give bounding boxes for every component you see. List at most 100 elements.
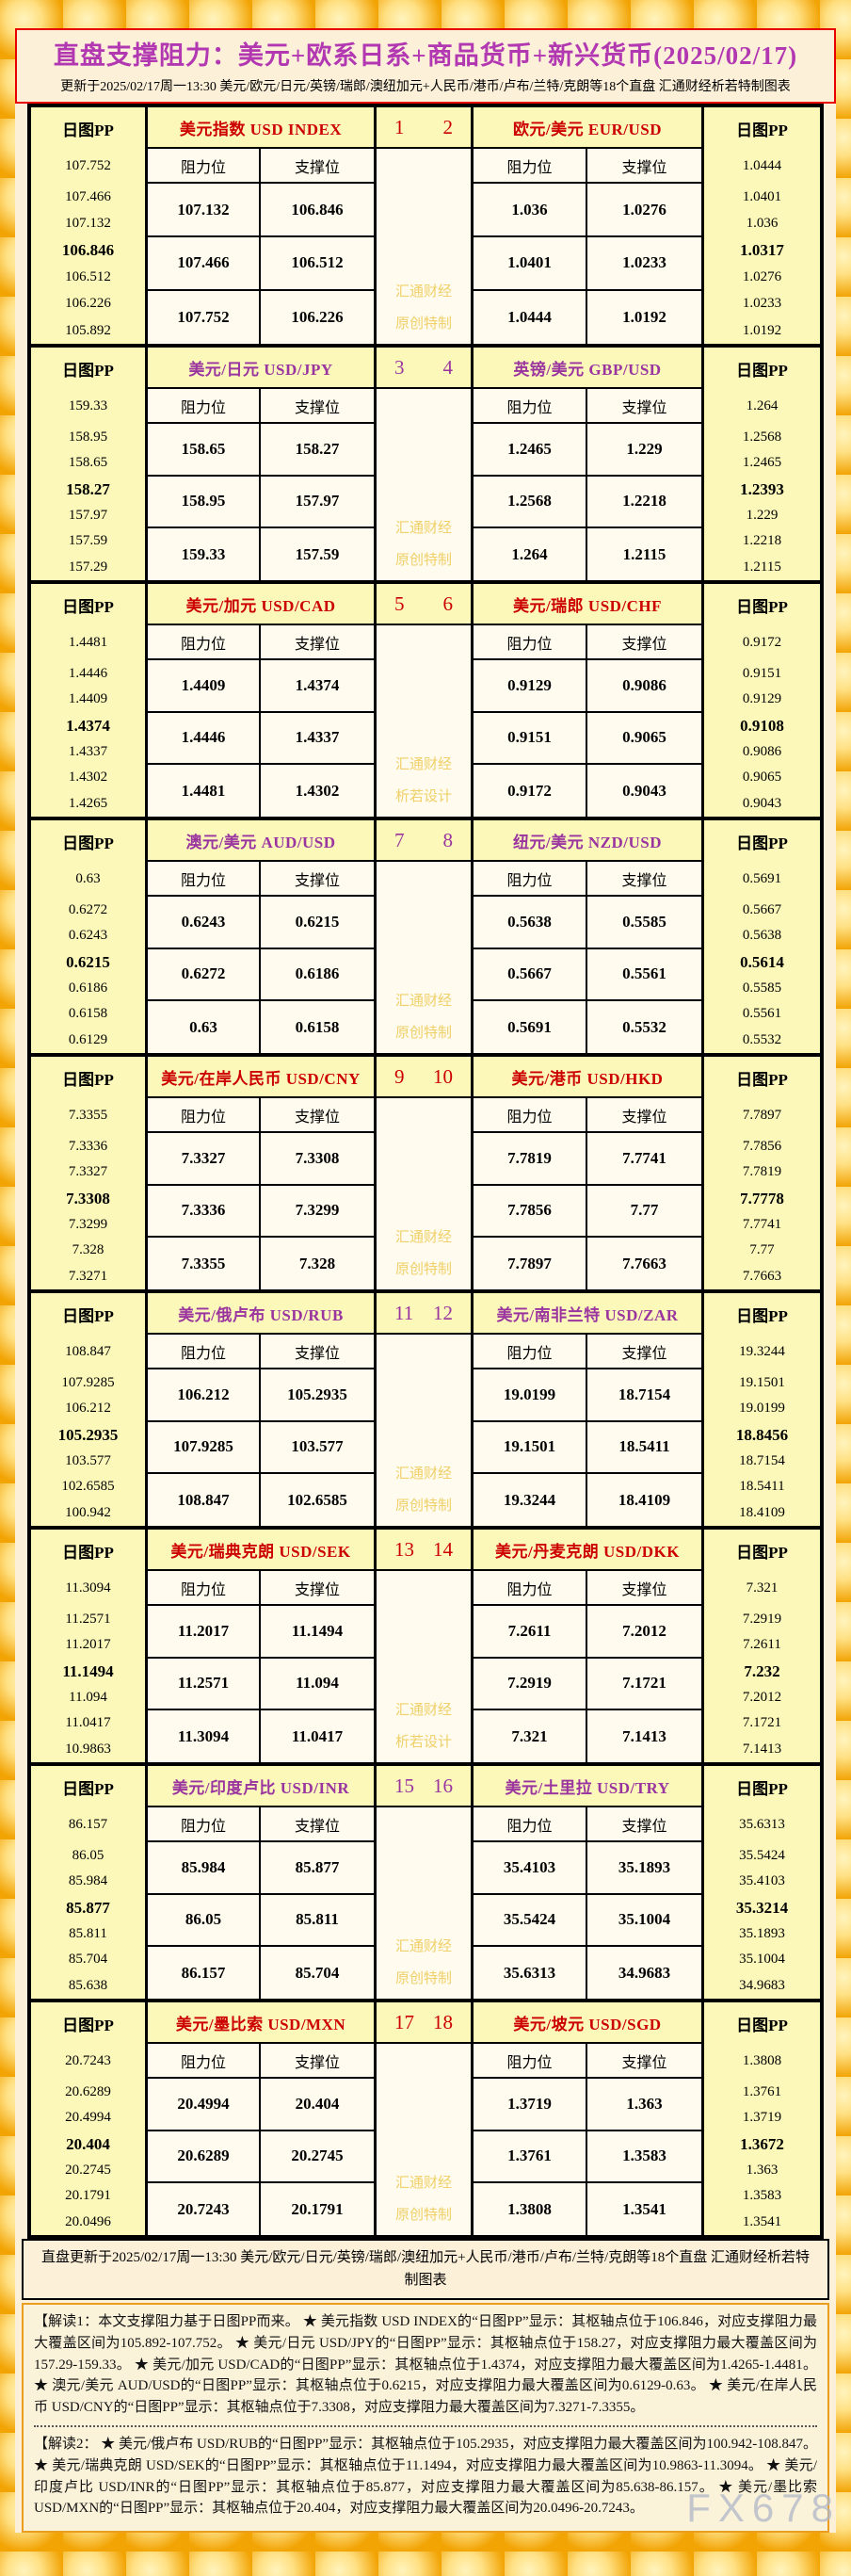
support-value: 18.7154: [587, 1369, 701, 1422]
pair-numbers: 13 14: [377, 1530, 471, 1572]
pair-name: 美元/加元 USD/CAD: [148, 584, 374, 626]
pp-value: 7.3336: [68, 1138, 108, 1154]
pp-value-pivot: 0.6215: [66, 952, 110, 971]
pp-value: 0.6158: [68, 1006, 108, 1022]
pp-header: 日图PP: [736, 1543, 788, 1562]
pp-value: 1.264: [746, 398, 779, 414]
pair-table-right: 纽元/美元 NZD/USD 阻力位 支撑位 0.5638 0.5585 0.5667 0.5…: [471, 820, 701, 1054]
pair-table-right: 美元/丹麦克朗 USD/DKK 阻力位 支撑位 7.2611 7.2012 7.2919 7…: [471, 1530, 701, 1763]
pp-header: 日图PP: [736, 2016, 788, 2034]
pair-name: 英镑/美元 GBP/USD: [474, 348, 701, 390]
watermark-line2: 原创特制: [394, 2208, 452, 2224]
pp-value: 157.97: [68, 507, 108, 523]
support-label: 支撑位: [587, 389, 701, 425]
support-value: 1.4302: [295, 781, 340, 800]
resistance-value: 0.63: [148, 1001, 261, 1054]
pp-header: 日图PP: [736, 597, 788, 616]
brand-watermark: 汇通财经 原创特制: [377, 1807, 471, 1999]
pair-table-left: 美元指数 USD INDEX 阻力位 支撑位 107.132 106.846 107.46…: [145, 107, 374, 345]
support-value: 20.404: [261, 2079, 374, 2131]
pp-value: 0.5667: [742, 901, 782, 917]
support-value: 7.1413: [622, 1726, 666, 1745]
pp-value: 1.3761: [742, 2083, 782, 2099]
footer-update-note: 直盘更新于2025/02/17周一13:30 美元/欧元/日元/英镑/瑞郎/澳纽…: [22, 2239, 829, 2300]
pair-number-right: 18: [433, 2010, 453, 2033]
pp-value: 0.6129: [68, 1032, 108, 1048]
pp-value: 85.638: [68, 1978, 108, 1994]
pp-value-pivot: 0.9108: [740, 716, 784, 735]
pp-value: 20.7243: [65, 2053, 111, 2069]
pp-value: 85.811: [69, 1925, 107, 1941]
resistance-value: 19.1501: [474, 1421, 587, 1475]
support-value: 1.0233: [587, 237, 701, 291]
pp-value: 11.2571: [65, 1611, 111, 1627]
pp-column-left: 日图PP 7.3355 7.3336 7.3327 7.3308 7.3299 7.328 7…: [31, 1057, 145, 1290]
support-label: 支撑位: [587, 625, 701, 661]
pp-value: 1.036: [746, 216, 779, 232]
resistance-value: 0.5691: [474, 1001, 587, 1054]
pp-value: 106.512: [65, 269, 111, 285]
watermark-line2: 原创特制: [394, 1499, 452, 1515]
support-value: 0.9065: [587, 713, 701, 766]
pp-value: 34.9683: [739, 1978, 785, 1994]
pair-table-left: 美元/在岸人民币 USD/CNY 阻力位 支撑位 7.3327 7.3308 7.3336…: [145, 1057, 374, 1290]
pp-column-left: 日图PP 11.3094 11.2571 11.2017 11.1494 11.094 11…: [31, 1530, 145, 1763]
pp-value: 18.7154: [739, 1452, 785, 1468]
resistance-label: 阻力位: [148, 1571, 261, 1607]
pp-value: 7.7819: [742, 1164, 782, 1180]
pp-value: 85.704: [68, 1952, 108, 1968]
support-value: 7.3299: [261, 1186, 374, 1239]
pp-value: 1.3808: [742, 2053, 782, 2069]
support-value: 157.97: [261, 477, 374, 529]
pp-value: 7.2611: [743, 1637, 781, 1653]
resistance-value: 107.132: [148, 184, 261, 238]
resistance-value: 7.3327: [148, 1133, 261, 1186]
resistance-label: 阻力位: [474, 1571, 587, 1607]
pp-column-right: 日图PP 1.264 1.2568 1.2465 1.2393 1.229 1.2218 1.…: [701, 348, 820, 581]
pair-name: 美元/俄卢布 USD/RUB: [148, 1293, 374, 1336]
brand-watermark: 汇通财经 原创特制: [377, 1098, 471, 1289]
resistance-value: 159.33: [148, 528, 261, 581]
pp-value: 20.0496: [65, 2214, 111, 2230]
pp-value: 86.157: [68, 1817, 108, 1833]
pp-value: 1.0233: [742, 296, 782, 312]
pp-value: 7.328: [72, 1242, 104, 1258]
resistance-value: 108.847: [148, 1474, 261, 1527]
pp-value: 7.7741: [742, 1216, 782, 1232]
pp-value: 20.4994: [65, 2110, 111, 2126]
pp-value: 7.1721: [742, 1715, 782, 1731]
support-label: 支撑位: [587, 1807, 701, 1843]
pp-value: 7.3327: [68, 1164, 108, 1180]
pair-number-right: 2: [442, 115, 454, 138]
pair-table-left: 美元/瑞典克朗 USD/SEK 阻力位 支撑位 11.2017 11.1494 11.25…: [145, 1530, 374, 1763]
pair-table-right: 美元/南非兰特 USD/ZAR 阻力位 支撑位 19.0199 18.7154 19.15…: [471, 1293, 701, 1527]
resistance-value: 7.7897: [474, 1238, 587, 1290]
resistance-label: 阻力位: [148, 1098, 261, 1134]
watermark-line2: 析若设计: [394, 789, 452, 805]
support-value: 7.77: [587, 1186, 701, 1239]
support-label: 支撑位: [261, 1098, 374, 1134]
page-title: 直盘支撑阻力：美元+欧系日系+商品货币+新兴货币(2025/02/17): [53, 41, 798, 70]
watermark-line2: 原创特制: [394, 316, 452, 332]
pair-number-left: 5: [394, 591, 405, 615]
resistance-value: 19.0199: [474, 1369, 587, 1422]
title-box: 直盘支撑阻力：美元+欧系日系+商品货币+新兴货币(2025/02/17) 更新于…: [15, 28, 836, 105]
resistance-value: 11.2017: [148, 1606, 261, 1659]
pp-value-pivot: 20.404: [66, 2134, 110, 2153]
analysis-box: 【解读1：本文支撑阻力基于日图PP而来。 ★ 美元指数 USD INDEX的“日…: [22, 2302, 833, 2534]
pp-value: 1.4409: [68, 691, 108, 707]
support-value: 85.877: [261, 1842, 374, 1895]
pair-number-left: 3: [394, 355, 405, 379]
pair-numbers: 11 12: [377, 1293, 471, 1336]
pp-value-pivot: 1.4374: [66, 716, 110, 735]
pp-header: 日图PP: [62, 121, 114, 139]
pp-value-pivot: 105.2935: [57, 1425, 119, 1444]
center-column: 5 6 汇通财经 析若设计: [374, 584, 471, 818]
support-label: 支撑位: [261, 862, 374, 898]
support-value: 1.0192: [622, 308, 666, 327]
support-value: 7.3308: [261, 1133, 374, 1186]
pp-value: 157.29: [68, 559, 108, 575]
pp-value: 0.9151: [742, 665, 782, 681]
